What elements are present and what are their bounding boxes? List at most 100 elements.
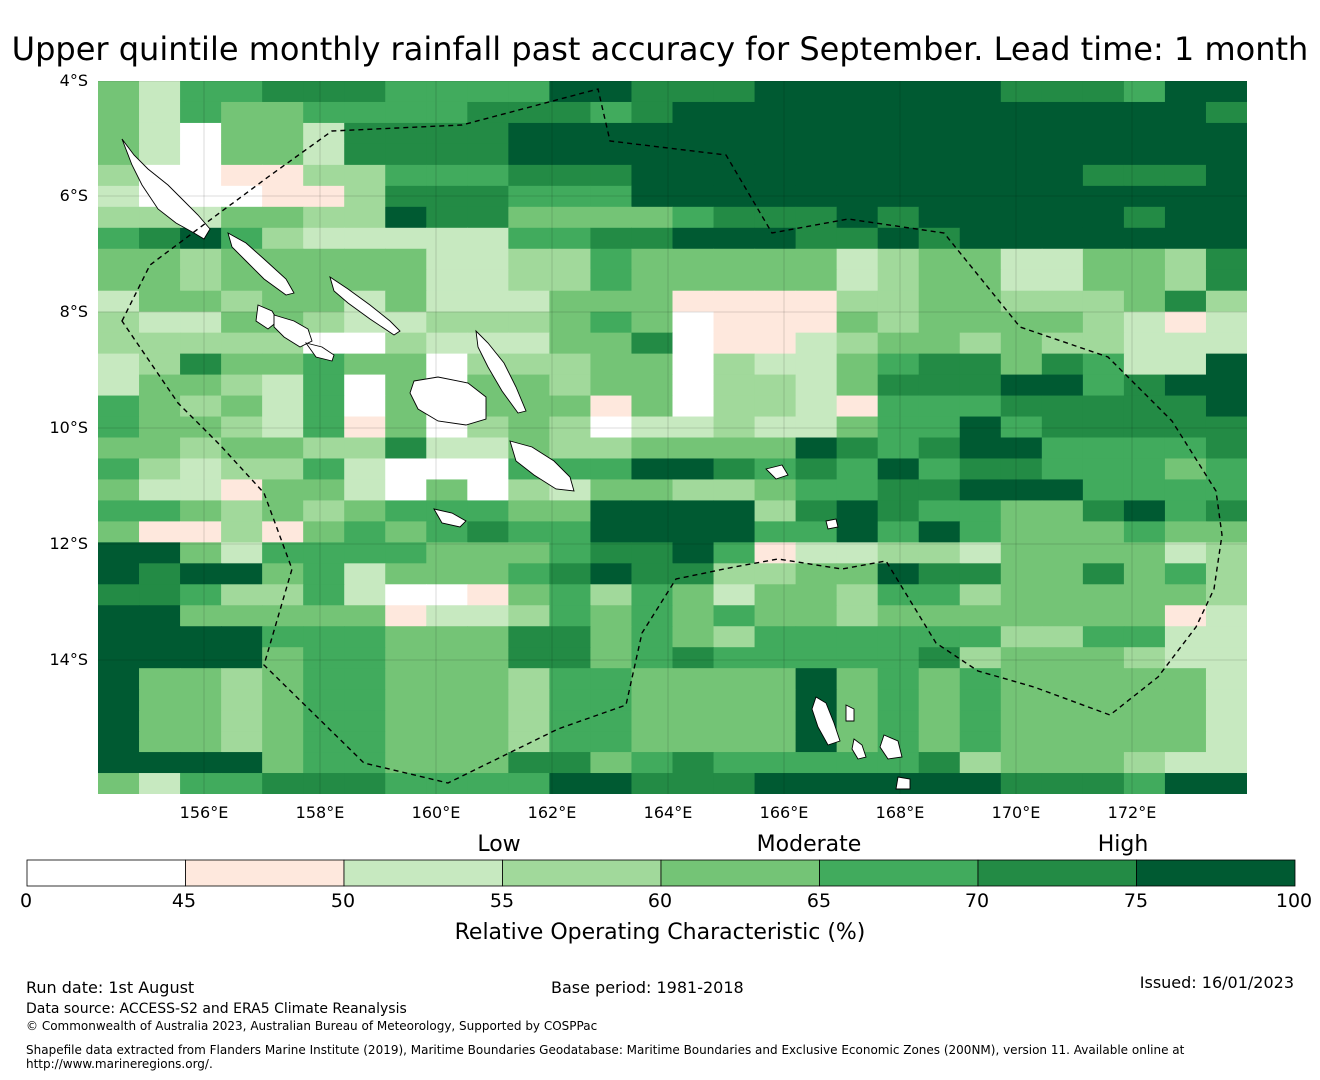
island-makira [509, 440, 575, 492]
heatmap-cell [1205, 290, 1247, 313]
heatmap-cell [1123, 290, 1166, 313]
heatmap-cell [1041, 773, 1084, 794]
heatmap-cell [1000, 122, 1043, 145]
heatmap-cell [877, 605, 920, 627]
heatmap-cell [1164, 353, 1207, 376]
heatmap-cell [1123, 227, 1166, 250]
colorbar-bin [26, 859, 186, 887]
heatmap-cell [754, 353, 797, 376]
heatmap-grid [98, 81, 1247, 794]
heatmap-cell [139, 563, 181, 585]
heatmap-cell [877, 248, 920, 271]
heatmap-cell [1041, 521, 1084, 543]
heatmap-cell [1164, 458, 1207, 480]
island-bougainville [121, 138, 211, 240]
heatmap-cell [1205, 206, 1247, 229]
heatmap-cell [262, 101, 304, 124]
heatmap-cell [1082, 395, 1125, 418]
heatmap-cell [1041, 311, 1084, 334]
lat-label-6s: 6°S [59, 186, 88, 205]
heatmap-cell [959, 81, 1002, 103]
heatmap-cell [508, 584, 550, 606]
heatmap-cell [1164, 185, 1207, 208]
heatmap-cell [1164, 563, 1207, 585]
heatmap-cell [1205, 248, 1247, 271]
heatmap-cell [385, 269, 427, 292]
heatmap-cell [1041, 395, 1084, 418]
heatmap-cell [1164, 122, 1207, 145]
heatmap-cell [1041, 542, 1084, 564]
heatmap-cell [836, 164, 879, 187]
heatmap-cell [754, 689, 797, 711]
heatmap-cell [754, 563, 797, 585]
heatmap-cell [877, 521, 920, 543]
heatmap-cell [426, 122, 468, 145]
heatmap-cell [508, 773, 550, 794]
heatmap-cell [139, 689, 181, 711]
heatmap-cell [1000, 143, 1043, 166]
heatmap-cell [180, 752, 222, 774]
heatmap-cell [1164, 479, 1207, 501]
heatmap-cell [221, 542, 263, 564]
heatmap-cell [836, 122, 879, 145]
heatmap-cell [1000, 773, 1043, 794]
heatmap-cell [1123, 332, 1166, 355]
heatmap-cell [918, 605, 961, 627]
heatmap-cell [631, 626, 673, 648]
heatmap-cell [590, 122, 632, 145]
heatmap-cell [180, 248, 222, 271]
shapefile-url[interactable]: http://www.marineregions.org/. [26, 1057, 213, 1071]
heatmap-cell [754, 605, 797, 627]
lat-label-4s: 4°S [59, 71, 88, 90]
colorbar-tick-50: 50 [330, 890, 356, 912]
heatmap-cell [1205, 584, 1247, 606]
heatmap-cell [344, 81, 386, 103]
heatmap-cell [754, 206, 797, 229]
heatmap-cell [959, 710, 1002, 732]
heatmap-cell [836, 458, 879, 480]
heatmap-cell [262, 374, 304, 397]
heatmap-cell [1082, 269, 1125, 292]
heatmap-cell [631, 101, 673, 124]
heatmap-cell [877, 542, 920, 564]
heatmap-cell [590, 395, 632, 418]
heatmap-cell [877, 500, 920, 522]
heatmap-cell [631, 458, 673, 480]
heatmap-cell [836, 353, 879, 376]
heatmap-cell [139, 521, 181, 543]
heatmap-cell [754, 731, 797, 753]
heatmap-cell [221, 605, 263, 627]
heatmap-cell [303, 164, 345, 187]
heatmap-cell [590, 647, 632, 669]
heatmap-cell [1205, 458, 1247, 480]
heatmap-cell [959, 479, 1002, 501]
heatmap-cell [590, 332, 632, 355]
heatmap-cell [1205, 668, 1247, 690]
heatmap-cell [754, 395, 797, 418]
heatmap-cell [877, 584, 920, 606]
heatmap-cell [180, 542, 222, 564]
heatmap-cell [139, 416, 181, 438]
heatmap-cell [836, 332, 879, 355]
heatmap-cell [959, 584, 1002, 606]
heatmap-cell [590, 458, 632, 480]
heatmap-cell [959, 437, 1002, 459]
heatmap-cell [426, 248, 468, 271]
heatmap-cell [631, 143, 673, 166]
heatmap-cell [180, 605, 222, 627]
heatmap-cell [98, 731, 140, 753]
legend-category-high: High [1097, 832, 1149, 857]
heatmap-cell [918, 101, 961, 124]
heatmap-cell [385, 353, 427, 376]
heatmap-cell [713, 395, 756, 418]
heatmap-cell [221, 521, 263, 543]
heatmap-cell [426, 605, 468, 627]
heatmap-cell [836, 521, 879, 543]
heatmap-cell [754, 101, 797, 124]
heatmap-cell [1000, 437, 1043, 459]
lon-label-162e: 162°E [527, 803, 577, 822]
heatmap-cell [549, 626, 591, 648]
heatmap-cell [385, 710, 427, 732]
heatmap-cell [385, 248, 427, 271]
heatmap-cell [262, 437, 304, 459]
